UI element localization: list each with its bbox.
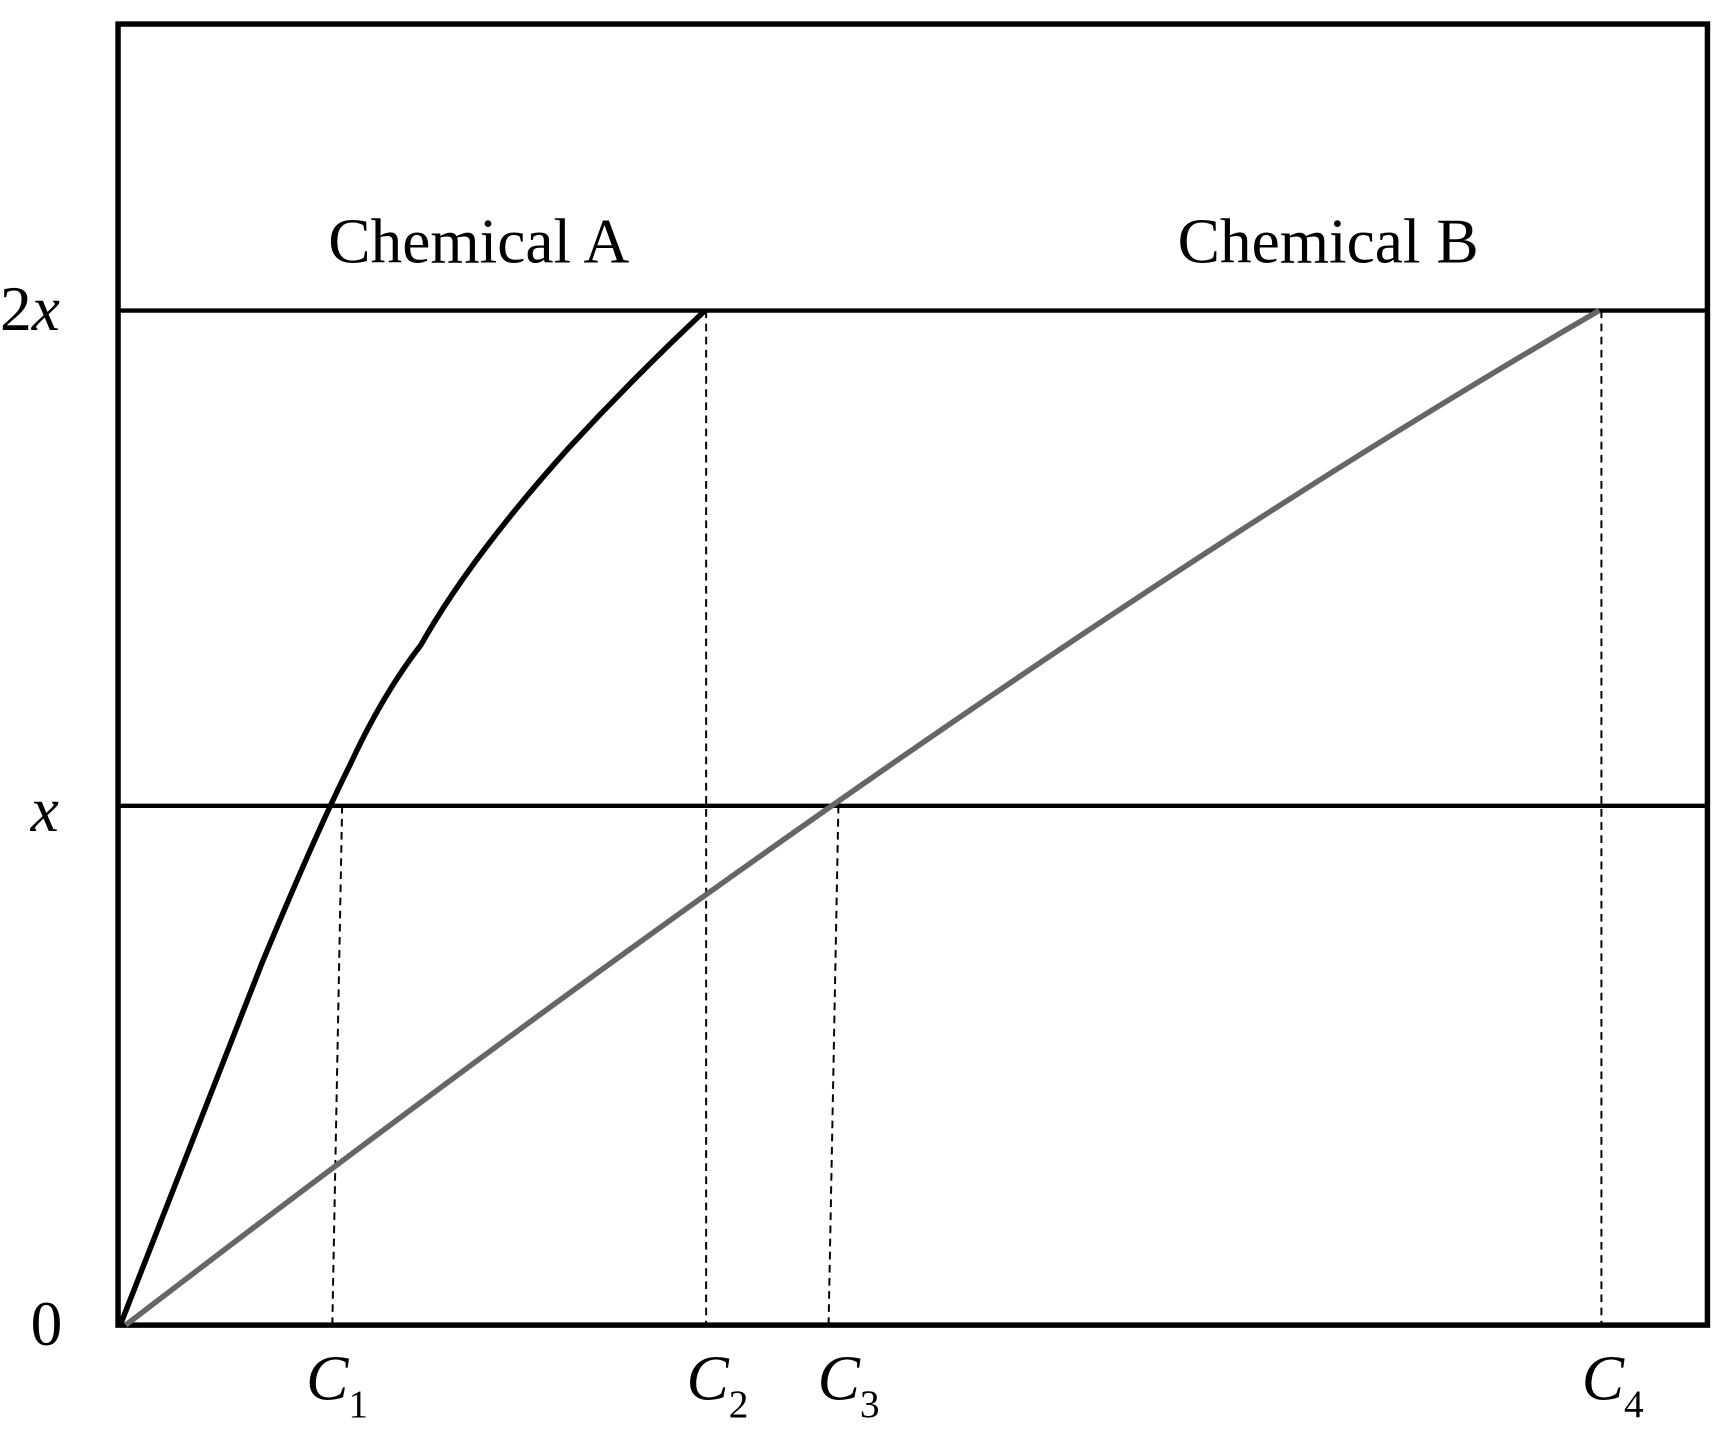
drop-lines — [331, 310, 1603, 1326]
x-main: C — [686, 1343, 729, 1413]
y-label-0: 0 — [31, 1289, 63, 1359]
y-var: x — [31, 274, 60, 344]
label-chemical-a: Chemical A — [328, 206, 629, 276]
x-sub: 2 — [729, 1382, 749, 1426]
x-sub: 1 — [348, 1382, 368, 1426]
frame — [115, 21, 1711, 1328]
x-label-c3: C3 — [818, 1343, 880, 1425]
x-sub: 4 — [1624, 1382, 1644, 1426]
y-label-x: x — [30, 775, 59, 845]
drop-c1 — [331, 805, 344, 1326]
x-label-c2: C2 — [686, 1343, 748, 1425]
y-label-2x: 2x — [0, 274, 60, 344]
x-main: C — [818, 1343, 861, 1413]
drop-c3 — [827, 805, 840, 1326]
x-label-c4: C4 — [1582, 1343, 1644, 1425]
x-label-c1: C1 — [306, 1343, 368, 1425]
label-chemical-b: Chemical B — [1178, 206, 1479, 276]
x-main: C — [1582, 1343, 1625, 1413]
curve-chemical-a — [117, 308, 707, 1327]
curve-chemical-b — [124, 308, 1601, 1328]
x-sub: 3 — [860, 1382, 880, 1426]
y-coef: 2 — [0, 274, 32, 344]
x-main: C — [306, 1343, 349, 1413]
